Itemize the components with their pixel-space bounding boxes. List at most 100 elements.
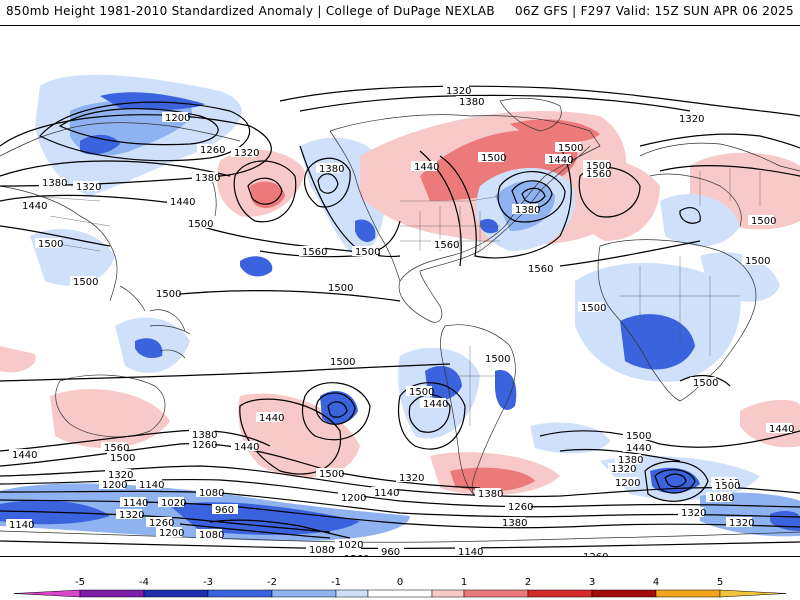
colorbar-tick-label: -5 — [75, 577, 85, 588]
contour-1500-tropics — [159, 289, 401, 302]
label-asia-1500: 1500 — [38, 239, 63, 250]
label-top-1380: 1380 — [459, 97, 484, 108]
contour-io-low-1 — [654, 469, 696, 494]
contour-1020-south — [179, 523, 331, 539]
contour-atlantic-high — [578, 166, 641, 218]
border-africa — [620, 256, 740, 356]
colorbar-ticks: -5 -4 -3 -2 -1 0 1 2 3 4 5 — [75, 577, 723, 588]
label-na-1560-b: 1560 — [434, 240, 459, 251]
label-pacific-1500-b: 1500 — [330, 357, 355, 368]
colorbar-bin — [431, 589, 465, 598]
label-na-1500: 1500 — [481, 153, 506, 164]
contour-north-pacific-high-2 — [247, 177, 283, 205]
label-na-1500-c: 1500 — [586, 161, 611, 172]
label-s-1140-b: 1140 — [123, 498, 148, 509]
colorbar-bin — [591, 589, 657, 598]
label-af-1500-b: 1500 — [751, 216, 776, 227]
contour-sa-low-2 — [397, 382, 466, 450]
red-anomaly-australia — [50, 389, 170, 448]
label-s-1140-e: 1380 — [502, 518, 527, 529]
label-sa-1500-b: 1500 — [581, 303, 606, 314]
coastline-asia — [0, 122, 241, 332]
contour-ne-low-1 — [497, 171, 566, 223]
contour-1500-west — [199, 225, 401, 258]
colorbar-bin — [655, 589, 721, 598]
colorbar-bin — [79, 589, 145, 598]
colorbar: -5 -4 -3 -2 -1 0 1 2 3 4 5 — [0, 560, 800, 600]
label-s-1500-b: 1500 — [715, 481, 740, 492]
label-s-1320: 1320 — [108, 470, 133, 481]
label-s-1080: 1080 — [199, 488, 224, 499]
colorbar-bin — [207, 589, 273, 598]
contour-1080-south — [0, 510, 331, 533]
anomaly-map: 1320 1380 1200 1320 1260 1320 1380 1440 … — [0, 74, 800, 556]
label-top-1380-b: 1380 — [195, 173, 220, 184]
colorbar-tick-label: 5 — [717, 577, 723, 588]
label-top-1320: 1320 — [446, 86, 471, 97]
label-af-1500-c: 1500 — [745, 256, 770, 267]
blue-anomaly-argentina — [495, 370, 517, 410]
label-s-1080-c: 1140 — [9, 520, 34, 531]
label-s-1260-b: 1260 — [344, 554, 369, 556]
label-na-1440: 1440 — [414, 162, 439, 173]
map-title: 850mb Height 1981-2010 Standardized Anom… — [6, 4, 495, 18]
label-s-1440-c: 1440 — [259, 413, 284, 424]
model-run-info: 06Z GFS | F297 Valid: 15Z SUN APR 06 202… — [515, 4, 794, 18]
label-pacific-1260: 1260 — [192, 440, 217, 451]
label-pacific-1500: 1500 — [328, 283, 353, 294]
coastline-south-america — [440, 324, 516, 497]
contour-europe-cutoff — [679, 207, 701, 224]
colorbar-tick-label: -1 — [331, 577, 341, 588]
red-anomaly-north-atlantic — [573, 158, 660, 241]
blue-anomaly-south-pacific-low — [320, 391, 358, 425]
label-af-1500: 1500 — [693, 378, 718, 389]
label-na-1500-b: 1500 — [558, 143, 583, 154]
colorbar-tick-label: -2 — [267, 577, 277, 588]
colorbar-tick-label: 3 — [589, 577, 595, 588]
colorbar-bin — [527, 589, 593, 598]
contour-1500-south-africa — [679, 374, 731, 387]
label-sa-1500: 1500 — [485, 354, 510, 365]
label-s-1140-c: 960 — [381, 547, 400, 556]
label-na-1560: 1560 — [586, 169, 611, 180]
colorbar-bin — [13, 589, 81, 598]
label-af-1500-d: 1500 — [626, 431, 651, 442]
label-sa-1380: 1380 — [478, 489, 503, 500]
coastline-greenland — [499, 97, 562, 132]
label-s-1200-d: 1200 — [341, 493, 366, 504]
label-s-960-b: 1020 — [338, 540, 363, 551]
label-s-960: 960 — [215, 505, 234, 516]
contour-1200-south — [0, 490, 800, 518]
contour-1320-arctic — [279, 85, 800, 117]
label-s-1320-c: 1260 — [583, 552, 608, 556]
red-anomaly-drake-core — [450, 467, 535, 492]
label-asia-1380: 1380 — [42, 178, 67, 189]
contour-europe-2 — [659, 164, 800, 177]
label-af-1440: 1440 — [626, 443, 651, 454]
coastlines — [0, 97, 800, 543]
contour-1440-south — [0, 429, 271, 452]
label-pacific-1500-c: 1500 — [319, 469, 344, 480]
blue-anomaly-africa-core — [620, 314, 695, 370]
political-borders — [29, 166, 761, 426]
label-asia-1500-d: 1500 — [355, 247, 380, 258]
label-top-1320-b: 1320 — [234, 148, 259, 159]
contour-io-low-2 — [644, 460, 709, 502]
label-af-1320-b: 1320 — [729, 518, 754, 529]
colorbar-bins — [13, 589, 787, 598]
blue-anomaly-south-america-core — [425, 366, 462, 400]
label-s-1320-d: 1320 — [399, 473, 424, 484]
label-asia-1500-e: 1500 — [156, 289, 181, 300]
label-s-1260: 1260 — [149, 518, 174, 529]
label-af-1080: 1080 — [709, 493, 734, 504]
contour-1320-asia — [0, 114, 272, 187]
contour-alaska-low — [303, 157, 351, 208]
label-na-1560-c: 1560 — [528, 264, 553, 275]
colorbar-bin — [463, 589, 529, 598]
label-na-1440-b: 1440 — [548, 155, 573, 166]
contour-na-trough — [439, 145, 572, 259]
label-s-1140-f: 1320 — [681, 508, 706, 519]
label-pacific-1380: 1380 — [192, 430, 217, 441]
contour-1380-arctic — [299, 94, 691, 112]
